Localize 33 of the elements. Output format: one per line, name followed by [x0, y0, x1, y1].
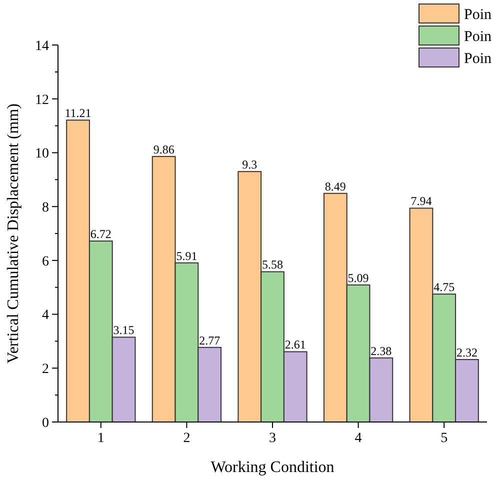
data-label: 5.91 — [176, 248, 198, 263]
data-label: 5.58 — [262, 258, 283, 272]
y-tick-label: 6 — [42, 254, 49, 270]
y-axis-title: Vertical Cumulative Displacement (mm) — [5, 104, 22, 364]
data-label: 7.94 — [410, 194, 432, 208]
data-label: 4.75 — [434, 280, 455, 294]
data-label: 5.09 — [348, 270, 369, 285]
data-label: 6.72 — [90, 227, 112, 242]
x-tick-label: 2 — [183, 431, 190, 446]
y-tick-label: 0 — [42, 416, 49, 431]
y-tick-label: 4 — [42, 308, 49, 324]
x-tick-label: 5 — [440, 431, 448, 446]
data-label: 8.49 — [324, 179, 346, 194]
y-tick-label: 8 — [42, 200, 49, 216]
x-tick-label: 4 — [354, 431, 362, 446]
y-tick-label: 12 — [35, 92, 49, 108]
legend-label: Poin — [464, 29, 492, 45]
data-label: 2.77 — [199, 333, 220, 348]
x-axis-title: Working Condition — [210, 459, 334, 476]
x-tick-label: 3 — [269, 431, 276, 446]
data-label: 2.38 — [370, 344, 392, 358]
data-label: 9.86 — [153, 142, 174, 156]
data-label: 2.61 — [284, 338, 306, 352]
legend-label: Poin — [464, 51, 492, 67]
legend-label: Poin — [464, 7, 492, 23]
y-tick-label: 10 — [35, 146, 49, 162]
data-label: 11.21 — [64, 106, 92, 120]
data-label: 9.3 — [242, 158, 258, 172]
y-tick-label: 14 — [35, 38, 49, 54]
y-tick-label: 2 — [42, 362, 49, 378]
x-tick-label: 1 — [97, 431, 104, 446]
data-label: 2.32 — [456, 346, 478, 360]
data-label: 3.15 — [113, 323, 134, 338]
